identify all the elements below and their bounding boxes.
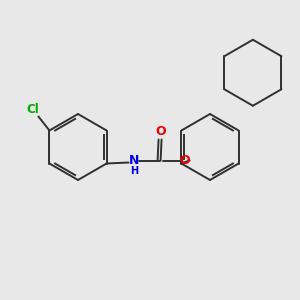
Text: O: O xyxy=(179,154,190,167)
Text: N: N xyxy=(128,154,139,167)
Text: O: O xyxy=(155,125,166,138)
Text: Cl: Cl xyxy=(26,103,39,116)
Text: H: H xyxy=(130,166,139,176)
